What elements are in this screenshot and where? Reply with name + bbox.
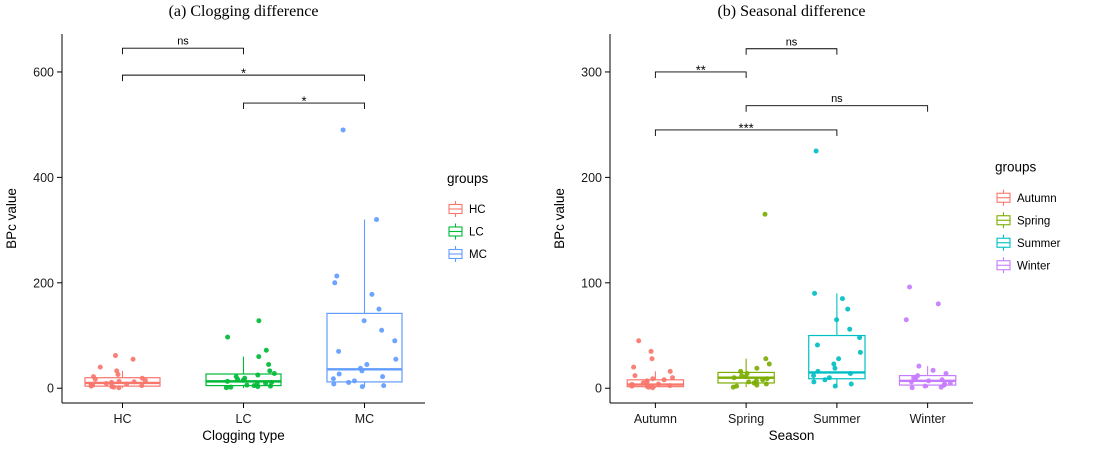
x-tick-label: Autumn <box>634 412 677 426</box>
legend-label: LC <box>469 227 484 239</box>
significance-bracket: * <box>243 94 365 110</box>
legend-key-hc <box>448 201 463 217</box>
y-tick-label: 200 <box>33 276 54 290</box>
panel-b-title: (b) Seasonal difference <box>717 3 866 20</box>
significance-label: ns <box>831 93 843 105</box>
legend-title: groups <box>447 171 489 186</box>
y-tick-label: 200 <box>581 171 602 185</box>
x-tick-label: Winter <box>910 412 946 426</box>
panel-a: (a) Clogging difference 0 200 400 600 HC LC MC… <box>4 3 489 443</box>
axes: 0 200 400 600 HC LC MC Clogging type BPc value <box>4 34 425 443</box>
significance-label: * <box>241 66 246 81</box>
legend-key-autumn <box>996 189 1011 206</box>
panel-b-chart: 0 100 200 300 Autumn Spring Summer Winter Season… <box>552 34 1061 443</box>
axes: 0 100 200 300 Autumn Spring Summer Winter Season… <box>552 34 973 443</box>
legend-label: HC <box>469 204 486 216</box>
boxplot-autumn <box>626 371 685 388</box>
boxplot-winter <box>898 366 957 388</box>
jitter-points-lc <box>223 318 277 391</box>
significance-bracket: ns <box>745 93 929 112</box>
panel-a-title: (a) Clogging difference <box>168 3 319 20</box>
significance-label: * <box>301 94 306 109</box>
legend-label: MC <box>469 249 487 261</box>
x-tick-label: MC <box>355 412 374 426</box>
legend-label: Spring <box>1017 215 1050 227</box>
panel-b: (b) Seasonal difference 0 100 200 300 Autumn… <box>548 0 1096 456</box>
x-axis-title: Clogging type <box>202 428 285 443</box>
boxplot-hc <box>84 370 161 388</box>
legend-label: Winter <box>1017 260 1050 272</box>
significance-label: *** <box>739 120 754 135</box>
significance-bracket: ns <box>122 36 244 55</box>
legend: groups HC LC MC <box>447 171 489 262</box>
jitter-points-summer <box>811 148 863 389</box>
legend-key-spring <box>996 212 1011 229</box>
y-tick-label: 100 <box>581 276 602 290</box>
significance-bracket: *** <box>654 120 838 136</box>
significance-label: ** <box>696 62 706 77</box>
significance-label: ns <box>786 36 798 48</box>
significance-label: ns <box>177 36 189 48</box>
legend-key-winter <box>996 257 1011 274</box>
x-tick-label: Spring <box>728 412 764 426</box>
legend-key-lc <box>448 223 463 240</box>
y-axis-title: BPc value <box>4 188 19 249</box>
jitter-points-winter <box>903 284 953 391</box>
legend-label: Summer <box>1017 238 1061 250</box>
legend: groups Autumn Spring Summer Winter <box>995 160 1061 274</box>
significance-bracket: ns <box>745 36 838 55</box>
jitter-points-spring <box>730 211 772 390</box>
x-tick-label: LC <box>236 412 252 426</box>
x-tick-label: HC <box>113 412 131 426</box>
significance-bracket: ** <box>654 62 747 78</box>
y-tick-label: 0 <box>595 382 602 396</box>
legend-key-summer <box>996 234 1011 251</box>
y-tick-label: 300 <box>581 65 602 79</box>
y-tick-label: 600 <box>33 65 54 79</box>
legend-label: Autumn <box>1017 193 1057 205</box>
x-tick-label: Summer <box>813 412 860 426</box>
legend-title: groups <box>995 160 1037 175</box>
jitter-points-hc <box>88 353 148 391</box>
y-tick-label: 0 <box>47 382 54 396</box>
jitter-points-mc <box>330 127 399 390</box>
x-axis-title: Season <box>769 428 815 443</box>
legend-key-mc <box>448 246 463 262</box>
jitter-points-autumn <box>629 338 675 391</box>
boxplot-mc <box>326 219 403 388</box>
significance-bracket: * <box>122 66 365 82</box>
y-tick-label: 400 <box>33 171 54 185</box>
panel-a-chart: 0 200 400 600 HC LC MC Clogging type BPc value ns… <box>4 34 489 443</box>
y-axis-title: BPc value <box>552 188 567 249</box>
